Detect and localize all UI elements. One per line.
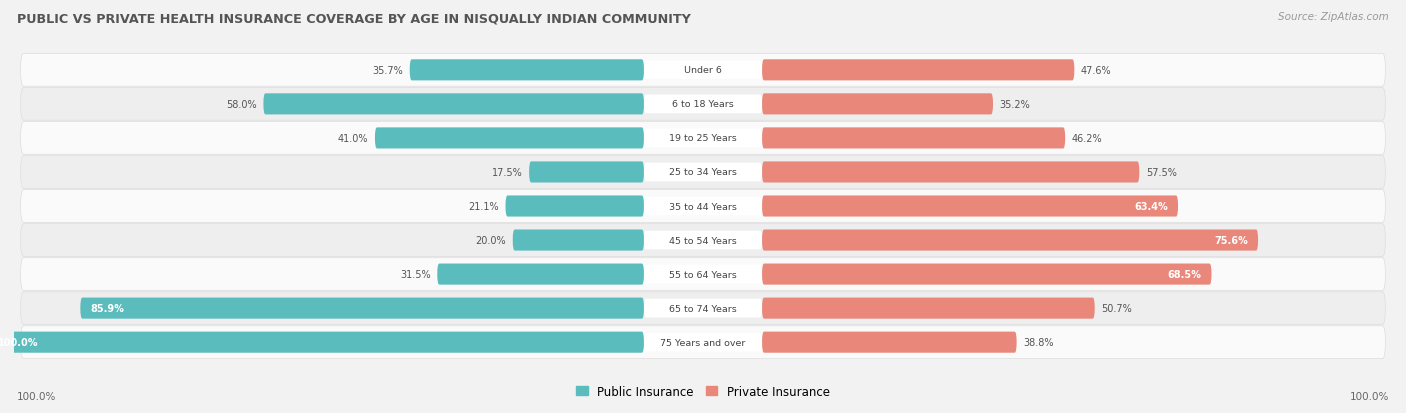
FancyBboxPatch shape bbox=[644, 95, 762, 114]
FancyBboxPatch shape bbox=[21, 326, 1385, 358]
FancyBboxPatch shape bbox=[375, 128, 644, 149]
Text: 31.5%: 31.5% bbox=[401, 269, 430, 280]
FancyBboxPatch shape bbox=[21, 156, 1385, 189]
FancyBboxPatch shape bbox=[0, 332, 644, 353]
FancyBboxPatch shape bbox=[762, 94, 993, 115]
Text: 46.2%: 46.2% bbox=[1071, 133, 1102, 144]
Text: 55 to 64 Years: 55 to 64 Years bbox=[669, 270, 737, 279]
FancyBboxPatch shape bbox=[21, 258, 1385, 291]
Text: 85.9%: 85.9% bbox=[90, 304, 124, 313]
FancyBboxPatch shape bbox=[409, 60, 644, 81]
FancyBboxPatch shape bbox=[644, 62, 762, 80]
Text: 75 Years and over: 75 Years and over bbox=[661, 338, 745, 347]
Text: 35 to 44 Years: 35 to 44 Years bbox=[669, 202, 737, 211]
Text: 20.0%: 20.0% bbox=[475, 235, 506, 245]
FancyBboxPatch shape bbox=[21, 122, 1385, 155]
Text: 68.5%: 68.5% bbox=[1168, 269, 1202, 280]
Text: 17.5%: 17.5% bbox=[492, 168, 523, 178]
FancyBboxPatch shape bbox=[21, 292, 1385, 325]
FancyBboxPatch shape bbox=[263, 94, 644, 115]
Text: 6 to 18 Years: 6 to 18 Years bbox=[672, 100, 734, 109]
Text: 58.0%: 58.0% bbox=[226, 100, 257, 109]
Text: 63.4%: 63.4% bbox=[1135, 202, 1168, 211]
FancyBboxPatch shape bbox=[644, 299, 762, 318]
Text: 45 to 54 Years: 45 to 54 Years bbox=[669, 236, 737, 245]
FancyBboxPatch shape bbox=[762, 332, 1017, 353]
Text: PUBLIC VS PRIVATE HEALTH INSURANCE COVERAGE BY AGE IN NISQUALLY INDIAN COMMUNITY: PUBLIC VS PRIVATE HEALTH INSURANCE COVER… bbox=[17, 12, 690, 25]
Text: 50.7%: 50.7% bbox=[1101, 304, 1132, 313]
FancyBboxPatch shape bbox=[529, 162, 644, 183]
FancyBboxPatch shape bbox=[437, 264, 644, 285]
Text: 100.0%: 100.0% bbox=[0, 337, 38, 347]
FancyBboxPatch shape bbox=[21, 88, 1385, 121]
Text: 25 to 34 Years: 25 to 34 Years bbox=[669, 168, 737, 177]
FancyBboxPatch shape bbox=[762, 60, 1074, 81]
FancyBboxPatch shape bbox=[762, 196, 1178, 217]
FancyBboxPatch shape bbox=[762, 162, 1139, 183]
FancyBboxPatch shape bbox=[762, 230, 1258, 251]
FancyBboxPatch shape bbox=[644, 129, 762, 148]
FancyBboxPatch shape bbox=[513, 230, 644, 251]
FancyBboxPatch shape bbox=[762, 128, 1066, 149]
Text: 75.6%: 75.6% bbox=[1215, 235, 1249, 245]
FancyBboxPatch shape bbox=[21, 190, 1385, 223]
Text: 41.0%: 41.0% bbox=[337, 133, 368, 144]
FancyBboxPatch shape bbox=[762, 298, 1095, 319]
Text: 100.0%: 100.0% bbox=[17, 391, 56, 401]
FancyBboxPatch shape bbox=[644, 333, 762, 352]
Text: Under 6: Under 6 bbox=[685, 66, 721, 75]
FancyBboxPatch shape bbox=[21, 55, 1385, 87]
Text: 35.7%: 35.7% bbox=[373, 66, 404, 76]
Text: 19 to 25 Years: 19 to 25 Years bbox=[669, 134, 737, 143]
FancyBboxPatch shape bbox=[644, 265, 762, 284]
FancyBboxPatch shape bbox=[644, 163, 762, 182]
Text: 35.2%: 35.2% bbox=[1000, 100, 1031, 109]
Text: 21.1%: 21.1% bbox=[468, 202, 499, 211]
FancyBboxPatch shape bbox=[644, 197, 762, 216]
Text: 57.5%: 57.5% bbox=[1146, 168, 1177, 178]
FancyBboxPatch shape bbox=[506, 196, 644, 217]
FancyBboxPatch shape bbox=[762, 264, 1212, 285]
Legend: Public Insurance, Private Insurance: Public Insurance, Private Insurance bbox=[571, 380, 835, 402]
FancyBboxPatch shape bbox=[21, 224, 1385, 257]
FancyBboxPatch shape bbox=[644, 231, 762, 250]
FancyBboxPatch shape bbox=[80, 298, 644, 319]
Text: 38.8%: 38.8% bbox=[1024, 337, 1053, 347]
Text: 47.6%: 47.6% bbox=[1081, 66, 1112, 76]
Text: Source: ZipAtlas.com: Source: ZipAtlas.com bbox=[1278, 12, 1389, 22]
Text: 100.0%: 100.0% bbox=[1350, 391, 1389, 401]
Text: 65 to 74 Years: 65 to 74 Years bbox=[669, 304, 737, 313]
